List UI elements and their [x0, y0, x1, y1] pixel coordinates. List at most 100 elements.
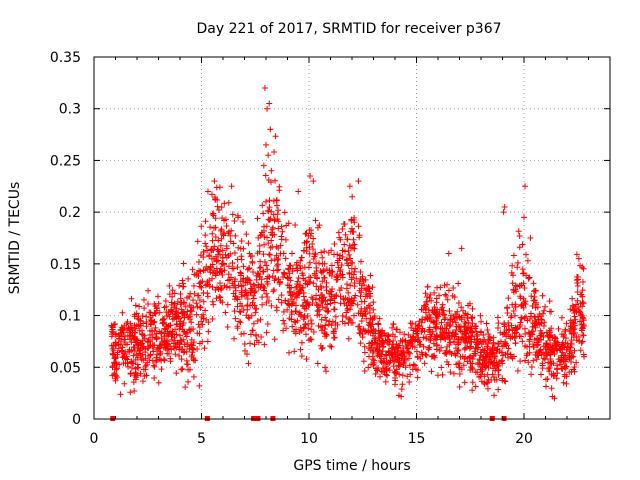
data-point	[150, 362, 157, 369]
data-point	[555, 356, 562, 363]
data-point	[546, 298, 553, 305]
data-point	[235, 282, 242, 289]
data-point	[530, 341, 537, 348]
data-point	[441, 282, 448, 289]
data-point	[225, 199, 232, 206]
data-point	[438, 344, 445, 351]
data-point	[356, 280, 363, 287]
data-point	[268, 167, 275, 174]
data-point	[298, 254, 305, 261]
data-point	[358, 307, 365, 314]
data-point	[306, 274, 313, 281]
x-axis-title: GPS time / hours	[293, 458, 410, 474]
data-point	[218, 261, 225, 268]
data-point	[535, 352, 542, 359]
data-point	[227, 250, 234, 257]
data-point	[146, 357, 153, 364]
data-point	[481, 336, 488, 343]
data-point	[392, 375, 398, 382]
data-point	[346, 269, 353, 276]
data-point	[430, 340, 437, 347]
data-point	[219, 247, 226, 254]
data-point	[391, 349, 398, 356]
data-point	[206, 253, 213, 260]
data-point	[328, 247, 335, 254]
data-point	[372, 336, 379, 343]
data-point	[205, 328, 212, 335]
data-point	[539, 292, 546, 299]
data-point	[243, 231, 250, 238]
data-point	[523, 272, 530, 279]
data-point	[443, 321, 450, 328]
data-point	[529, 303, 536, 310]
data-point	[145, 301, 152, 308]
data-point	[471, 348, 478, 355]
data-point	[442, 335, 449, 342]
data-point	[445, 287, 452, 294]
data-point	[202, 240, 209, 247]
data-point	[560, 343, 567, 350]
data-point	[302, 280, 309, 287]
data-point	[172, 308, 179, 315]
data-point	[571, 347, 578, 354]
data-point	[303, 239, 310, 246]
data-point	[348, 265, 355, 272]
data-point	[275, 266, 282, 273]
data-point	[214, 203, 221, 210]
data-point	[412, 321, 419, 328]
data-point	[465, 319, 472, 326]
y-tick-label: 0.2	[59, 205, 81, 221]
data-point	[258, 334, 265, 341]
data-point	[166, 291, 173, 298]
data-point	[288, 309, 295, 316]
data-point	[348, 274, 355, 281]
data-point	[292, 307, 299, 314]
data-point	[196, 330, 203, 337]
data-point	[377, 373, 384, 380]
data-point	[322, 314, 329, 321]
data-point	[307, 279, 314, 286]
data-point	[389, 324, 396, 331]
data-point	[222, 251, 229, 258]
data-point	[215, 207, 222, 214]
data-point	[305, 264, 312, 271]
data-point	[570, 303, 577, 310]
data-point	[392, 350, 399, 357]
data-point	[263, 329, 270, 336]
data-point	[536, 336, 543, 343]
data-point	[512, 282, 519, 289]
data-point	[301, 324, 308, 331]
data-point	[514, 367, 521, 374]
data-point	[179, 322, 186, 329]
data-point	[526, 338, 533, 345]
data-point	[153, 305, 160, 312]
data-point	[223, 254, 230, 261]
data-point	[109, 324, 116, 331]
data-point	[577, 312, 584, 319]
data-point	[307, 336, 314, 343]
data-point	[484, 327, 491, 334]
data-point	[499, 360, 506, 367]
data-point	[455, 300, 462, 306]
data-point	[160, 356, 167, 363]
data-point	[509, 280, 516, 287]
data-point	[158, 329, 165, 336]
data-point	[280, 308, 287, 315]
data-point	[183, 361, 190, 368]
data-point	[240, 263, 247, 270]
data-point	[579, 278, 586, 285]
data-point	[413, 328, 420, 335]
data-point	[141, 373, 148, 380]
data-point	[491, 392, 498, 399]
data-point	[313, 283, 320, 290]
data-point	[461, 331, 468, 338]
data-point	[275, 207, 282, 214]
data-point	[200, 311, 207, 318]
data-point	[526, 274, 533, 281]
data-point	[521, 325, 528, 332]
data-point	[262, 172, 269, 179]
data-point	[433, 315, 440, 322]
data-point	[130, 379, 137, 386]
data-point	[455, 280, 462, 287]
data-point	[246, 315, 253, 322]
